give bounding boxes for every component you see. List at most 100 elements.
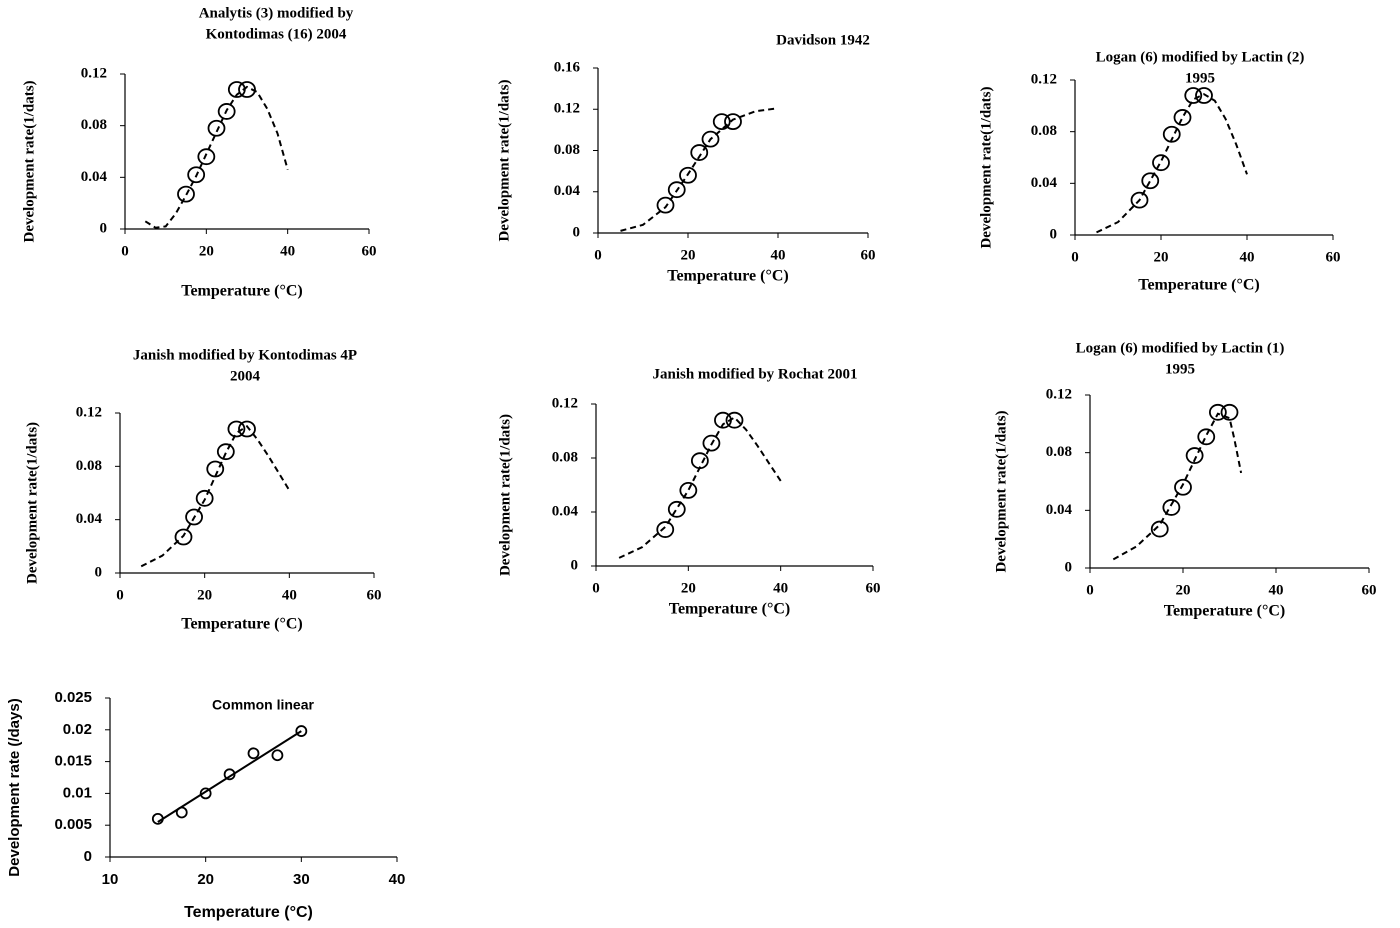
x-tick-label: 0 bbox=[1071, 249, 1079, 265]
y-tick-label: 0.12 bbox=[554, 101, 580, 117]
data-point bbox=[1162, 125, 1181, 143]
y-axis-label: Development rate(1/dats) bbox=[497, 414, 513, 576]
x-axis-label: Temperature (°C) bbox=[1138, 277, 1259, 294]
y-axis-label: Development rate(1/dats) bbox=[496, 79, 512, 241]
x-tick-label: 0 bbox=[592, 580, 600, 596]
x-tick-label: 0 bbox=[1086, 582, 1094, 598]
data-point bbox=[271, 749, 284, 762]
x-tick-label: 20 bbox=[199, 243, 214, 259]
y-tick-label: 0 bbox=[100, 220, 108, 236]
chart-panel: Davidson 1942 0 0.04 0.08 0.12 0.16 0 20 40 60 Tem… bbox=[496, 32, 875, 284]
data-point bbox=[238, 81, 256, 98]
y-tick-label: 0.04 bbox=[1046, 502, 1073, 518]
fitted-curve bbox=[1096, 93, 1248, 234]
chart-title: Kontodimas (16) 2004 bbox=[206, 26, 347, 42]
x-axis-label: Temperature (°C) bbox=[669, 601, 790, 618]
y-tick-label: 0.04 bbox=[552, 503, 579, 519]
y-tick-label: 0.04 bbox=[81, 169, 108, 185]
y-axis-label: Development rate(1/dats) bbox=[21, 80, 37, 242]
y-tick-label: 0.12 bbox=[76, 404, 102, 420]
data-point bbox=[247, 747, 260, 760]
x-tick-label: 30 bbox=[293, 871, 310, 888]
x-tick-label: 40 bbox=[1240, 249, 1255, 265]
chart-title: Janish modified by Kontodimas 4P bbox=[133, 347, 357, 363]
y-tick-label: 0.04 bbox=[1031, 175, 1058, 191]
y-tick-label: 0.12 bbox=[1031, 71, 1057, 87]
data-point bbox=[712, 113, 731, 131]
x-tick-label: 20 bbox=[681, 247, 696, 263]
x-tick-label: 60 bbox=[367, 587, 382, 603]
data-point bbox=[690, 452, 709, 470]
x-tick-label: 20 bbox=[197, 871, 214, 888]
data-point bbox=[1208, 403, 1227, 421]
data-point bbox=[656, 521, 675, 538]
y-tick-label: 0.12 bbox=[552, 395, 578, 411]
chart-title: Analytis (3) modified by bbox=[199, 5, 354, 21]
fitted-curve bbox=[618, 416, 782, 559]
y-tick-label: 0.04 bbox=[76, 511, 103, 527]
y-tick-label: 0.08 bbox=[76, 458, 102, 474]
y-tick-label: 0.08 bbox=[81, 117, 107, 133]
y-tick-label: 0 bbox=[95, 564, 103, 580]
data-point bbox=[1152, 154, 1170, 172]
fitted-curve bbox=[1112, 412, 1243, 561]
y-tick-label: 0.02 bbox=[63, 721, 92, 738]
x-tick-label: 40 bbox=[773, 580, 788, 596]
chart-title: Common linear bbox=[212, 697, 314, 713]
x-tick-label: 60 bbox=[861, 247, 876, 263]
x-tick-label: 40 bbox=[389, 871, 406, 888]
chart-panel: Logan (6) modified by Lactin (2) 1995 0 0.0… bbox=[978, 49, 1340, 293]
x-tick-label: 20 bbox=[1154, 249, 1169, 265]
data-point bbox=[295, 725, 308, 737]
data-point bbox=[1162, 499, 1181, 516]
x-tick-label: 20 bbox=[681, 580, 696, 596]
data-point bbox=[185, 508, 203, 526]
data-point bbox=[1197, 428, 1216, 446]
y-tick-label: 0.08 bbox=[1046, 444, 1072, 460]
fitted-curve bbox=[140, 424, 291, 568]
x-tick-label: 20 bbox=[197, 587, 212, 603]
data-point bbox=[656, 196, 675, 214]
data-point bbox=[227, 420, 246, 438]
chart-title: Logan (6) modified by Lactin (2) bbox=[1096, 49, 1305, 65]
y-tick-label: 0.08 bbox=[1031, 123, 1057, 139]
x-axis-label: Temperature (°C) bbox=[181, 283, 302, 300]
data-point bbox=[217, 103, 236, 120]
chart-title: Davidson 1942 bbox=[776, 32, 870, 48]
chart-title: 2004 bbox=[230, 368, 261, 384]
x-tick-label: 0 bbox=[116, 587, 124, 603]
y-axis-label: Development rate (/days) bbox=[6, 698, 23, 876]
y-tick-label: 0.005 bbox=[54, 816, 92, 833]
data-point bbox=[1150, 520, 1169, 538]
data-point bbox=[187, 166, 206, 184]
y-axis-label: Development rate(1/dats) bbox=[978, 86, 994, 248]
x-tick-label: 40 bbox=[1269, 582, 1284, 598]
data-point bbox=[1141, 172, 1160, 190]
x-tick-label: 20 bbox=[1176, 582, 1191, 598]
x-tick-label: 0 bbox=[121, 243, 129, 259]
chart-title: Logan (6) modified by Lactin (1) bbox=[1076, 340, 1285, 356]
x-tick-label: 60 bbox=[362, 243, 377, 259]
y-axis-label: Development rate(1/dats) bbox=[993, 410, 1009, 572]
fitted-curve bbox=[620, 107, 779, 232]
data-point bbox=[1184, 87, 1203, 104]
y-tick-label: 0.025 bbox=[54, 689, 92, 706]
data-point bbox=[725, 411, 744, 429]
data-point bbox=[1195, 87, 1213, 104]
data-point bbox=[174, 528, 193, 546]
y-tick-label: 0.16 bbox=[554, 59, 581, 75]
y-tick-label: 0.08 bbox=[552, 449, 578, 465]
data-point bbox=[1174, 478, 1192, 496]
fitted-curve bbox=[157, 730, 302, 823]
x-axis-label: Temperature (°C) bbox=[667, 268, 788, 285]
x-tick-label: 0 bbox=[594, 247, 602, 263]
data-point bbox=[195, 489, 214, 507]
y-tick-label: 0.04 bbox=[554, 183, 581, 199]
data-point bbox=[1185, 447, 1204, 464]
data-point bbox=[667, 500, 686, 518]
data-point bbox=[207, 119, 226, 137]
y-tick-label: 0.08 bbox=[554, 142, 580, 158]
data-point bbox=[199, 787, 212, 800]
y-tick-label: 0 bbox=[1050, 226, 1058, 242]
